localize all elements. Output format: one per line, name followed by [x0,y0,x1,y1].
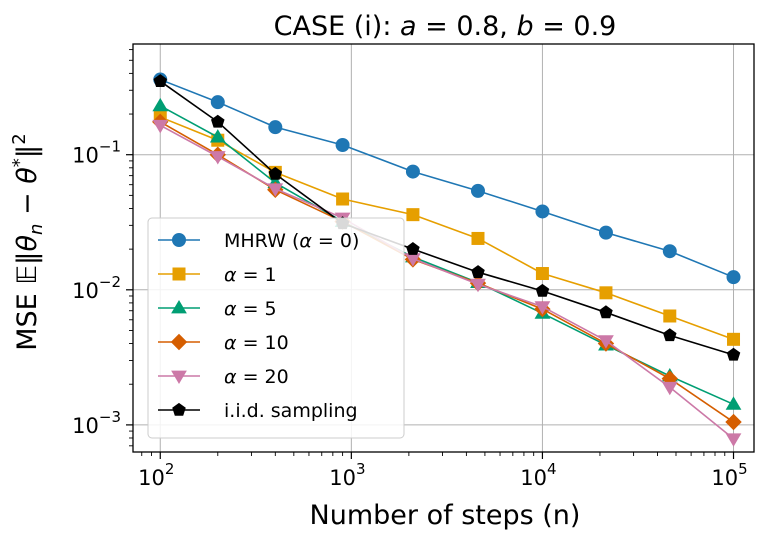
data-point [535,267,549,281]
legend-label: α = 20 [224,366,289,388]
legend-label: α = 1 [224,264,277,286]
data-point [209,151,226,165]
legend-marker [172,402,186,416]
x-tick-label: 102 [138,460,174,490]
legend-label: MHRW (α = 0) [224,230,359,252]
data-point [405,164,420,179]
series-line [159,80,734,356]
data-point [535,283,550,297]
legend-entry: α = 1 [158,264,277,286]
x-ticks: 102 103 104 105 [138,452,748,490]
data-point [335,138,350,153]
legend-label: i.i.d. sampling [224,400,358,422]
legend-label: α = 10 [224,332,289,354]
legend-marker [170,333,188,351]
data-point [268,120,283,135]
y-ticks: 10−3 10−2 10−1 [72,49,133,447]
data-point [663,309,677,323]
x-tick-label: 104 [520,460,556,490]
data-point [268,166,283,180]
data-point [598,335,614,349]
data-point [471,231,485,245]
y-axis-label: MSE 𝔼‖θn − θ*‖2 [9,133,47,351]
data-point [726,270,741,285]
data-point [598,225,613,240]
data-point [267,183,284,197]
legend-entry: i.i.d. sampling [158,400,358,422]
y-tick-label: 10−1 [72,138,121,168]
data-point [470,183,485,198]
x-axis-label: Number of steps (n) [310,500,581,531]
legend-entry: MHRW (α = 0) [158,230,359,252]
x-tick-label: 103 [329,460,365,490]
series-4 [152,119,742,447]
data-point [406,242,420,255]
data-point [336,192,350,206]
data-point [209,129,226,143]
data-point [661,381,678,396]
y-tick-label: 10−3 [72,408,121,438]
legend-entry: α = 5 [158,298,277,320]
data-point [726,347,741,361]
data-point [211,114,225,128]
data-point [210,95,225,110]
legend-entry: α = 10 [158,332,289,354]
legend-entry: α = 20 [158,366,289,388]
data-point [663,328,677,342]
legend-marker [172,233,186,247]
series-line [159,78,734,278]
data-point [534,301,551,315]
data-point [153,74,168,87]
y-tick-label: 10−2 [72,273,121,303]
legend-marker [171,370,187,384]
legend: MHRW (α = 0) α = 1 α = 5 α = 10 α = 20 i.i.d.… [147,217,405,439]
legend-label: α = 5 [224,298,277,320]
legend-box [147,217,405,439]
series-line [159,124,735,440]
series-0 [153,72,741,285]
data-point [662,244,677,259]
data-point [406,208,420,222]
data-point [725,396,742,410]
data-point [599,286,613,300]
data-point [725,433,742,447]
data-point [725,413,742,431]
data-point [535,204,550,219]
x-tick-label: 105 [711,460,747,490]
data-point [152,97,169,112]
legend-marker [172,267,186,281]
data-point [470,278,486,293]
series-line [159,116,734,341]
data-point [152,119,169,134]
axes-frame [132,43,755,453]
chart-title: CASE (i): a = 0.8, b = 0.9 [274,11,617,42]
legend-marker [171,300,187,314]
data-point [599,305,613,319]
data-point [471,265,485,278]
data-point [727,332,741,346]
